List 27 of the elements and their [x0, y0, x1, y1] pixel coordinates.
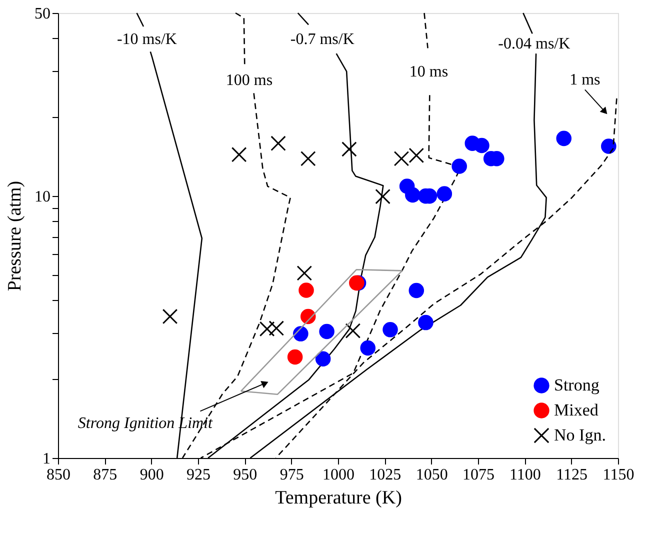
series-label: -10 ms/K [116, 31, 178, 48]
series-label: 10 ms [409, 64, 448, 81]
x-tick-label: 900 [140, 466, 164, 484]
legend-label: Strong [554, 376, 600, 394]
x-tick-label: 850 [46, 466, 70, 484]
series-label: -0.04 ms/K [498, 36, 571, 53]
x-tick-label: 1100 [509, 466, 541, 484]
x-axis-title: Temperature (K) [275, 488, 402, 508]
series-label: -0.7 ms/K [290, 31, 355, 48]
x-tick-label: 1000 [322, 466, 354, 484]
x-tick-label: 975 [280, 466, 304, 484]
x-tick-label: 1050 [416, 466, 448, 484]
x-tick-label: 875 [93, 466, 118, 484]
x-tick-label: 950 [233, 466, 258, 484]
annotation: 1 ms [570, 72, 600, 89]
y-tick-label: 10 [34, 188, 50, 206]
series-label: 100 ms [226, 72, 273, 89]
y-tick-label: 1 [42, 450, 50, 468]
x-tick-label: 1025 [369, 466, 402, 484]
y-tick-label: 50 [34, 6, 50, 22]
legend-label: Mixed [554, 400, 599, 420]
x-tick-label: 925 [186, 466, 210, 484]
x-tick-label: 1075 [462, 466, 494, 484]
legend-label: No Ign. [554, 426, 606, 444]
x-tick-label: 1125 [556, 466, 588, 484]
x-tick-label: 1150 [602, 466, 634, 484]
y-axis-title: Pressure (atm) [4, 180, 26, 292]
